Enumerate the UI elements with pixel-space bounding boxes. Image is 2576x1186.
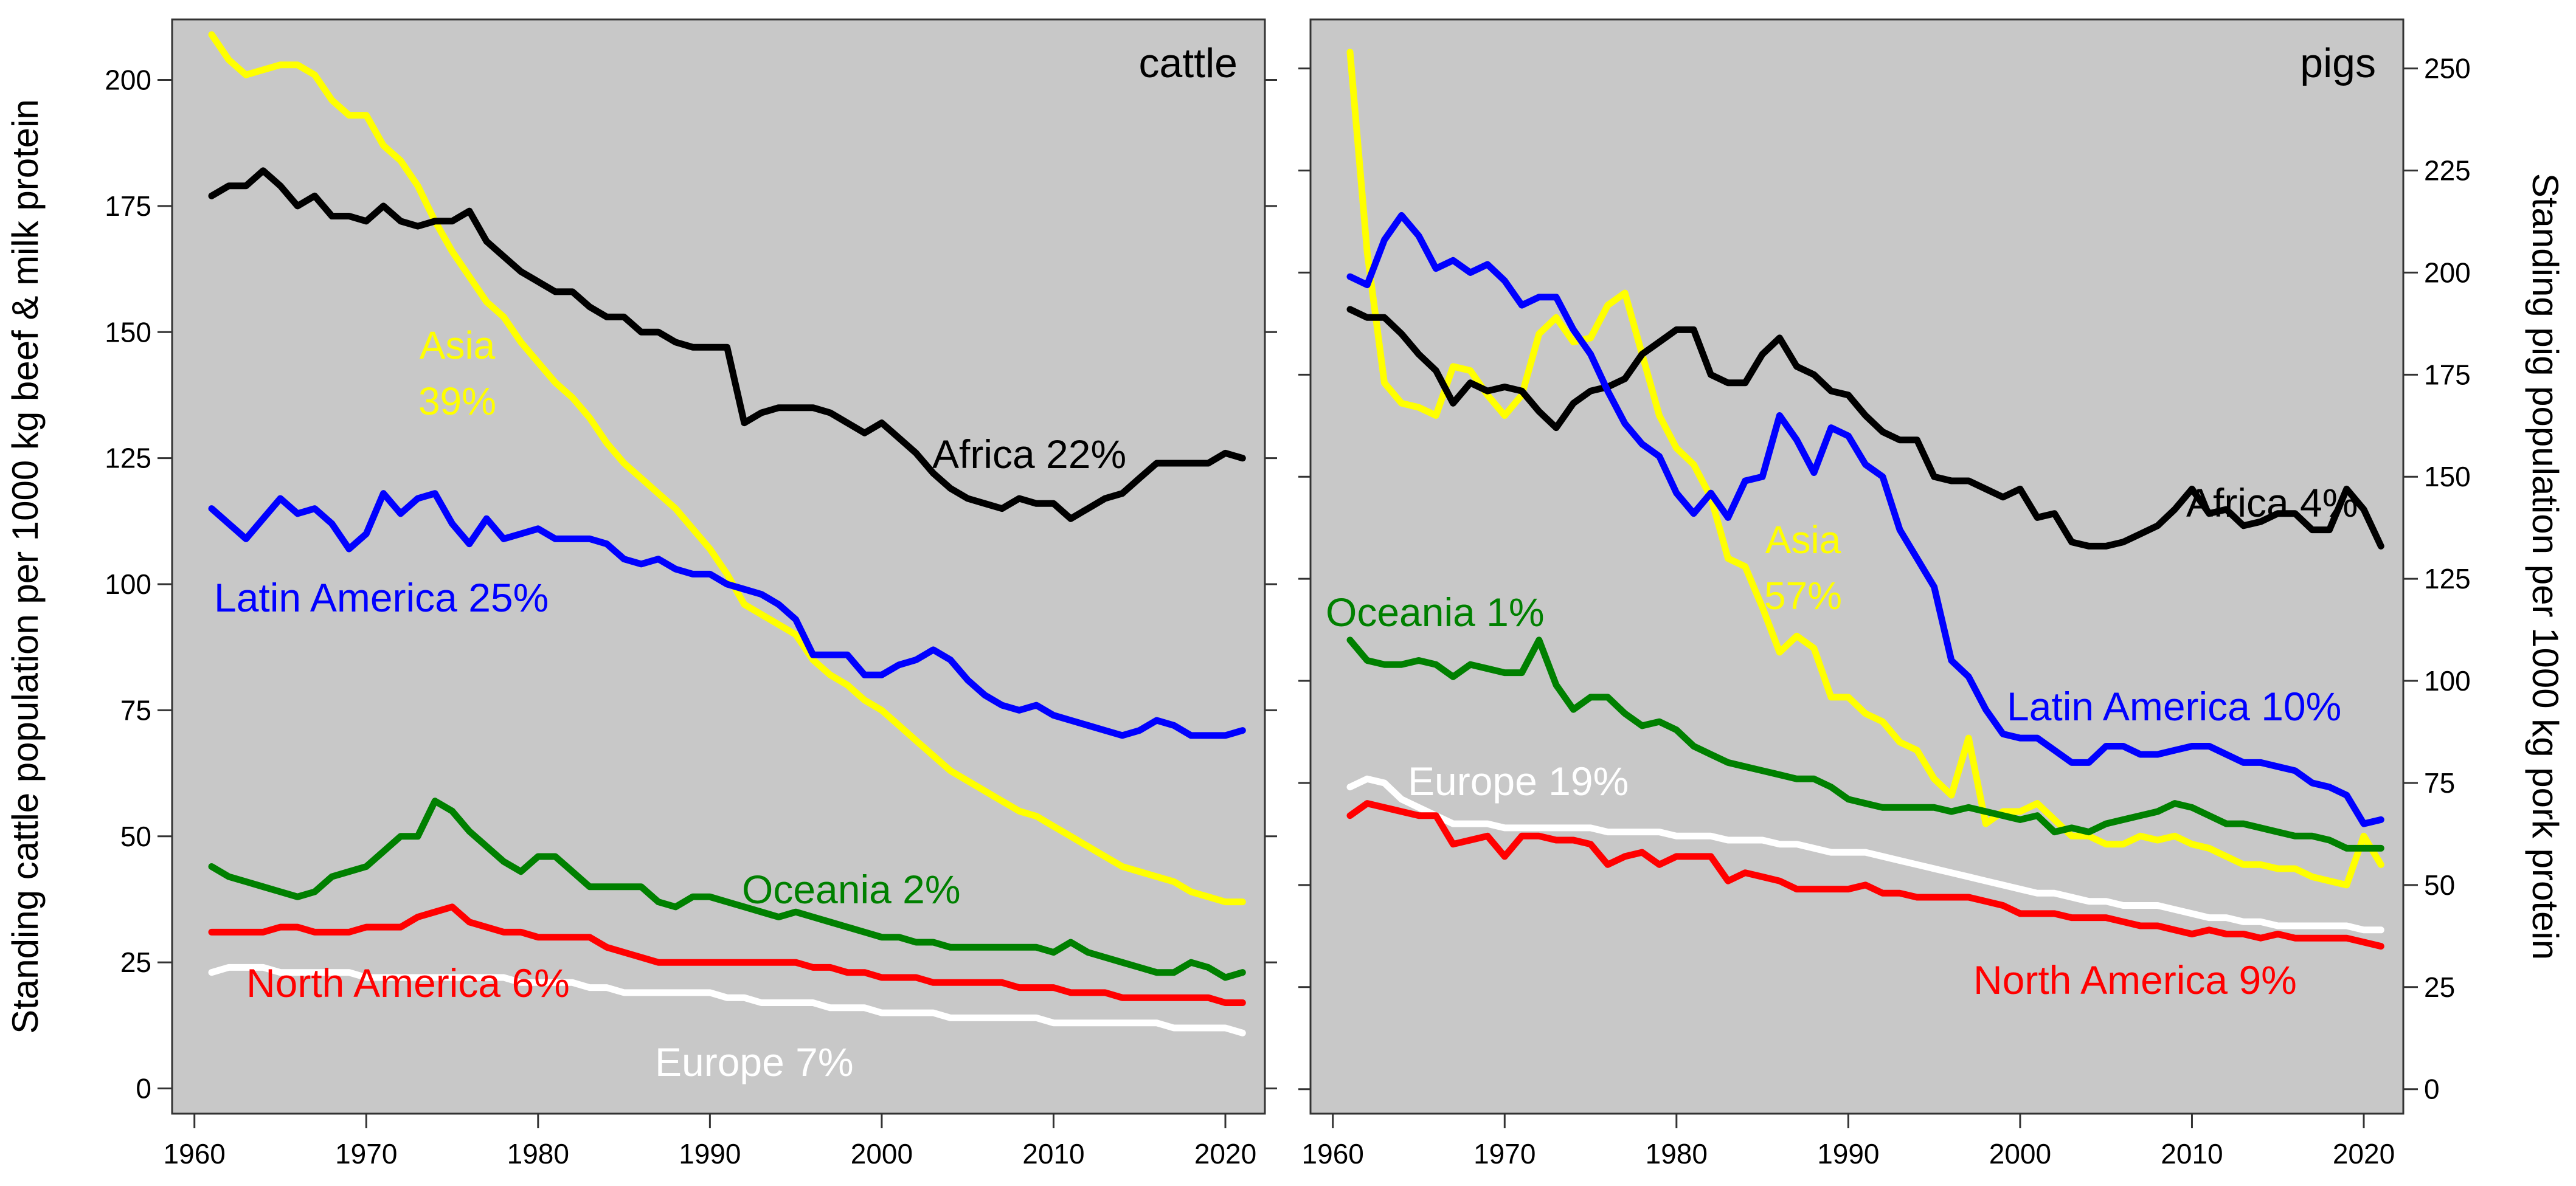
cattle-y-tick-label-25: 25 [120,946,151,978]
pigs-x-tick-label-1960: 1960 [1302,1138,1364,1170]
cattle-axis-ticks: 1960 1970 1980 1990 2000 2010 2020 0 25 50 75 100 12… [105,64,1277,1170]
pigs-y-tick-label-125: 125 [2424,563,2471,595]
pigs-y-tick-label-0: 0 [2424,1074,2440,1105]
pigs-x-tick-label-2000: 2000 [1989,1138,2051,1170]
pigs-y-tick-label-175: 175 [2424,359,2471,390]
pigs-x-tick-label-2020: 2020 [2333,1138,2395,1170]
pigs-series-lines [1346,49,2384,950]
pigs-europe-label: Europe 19% [1408,759,1629,804]
cattle-panel-label: cattle [1138,40,1238,86]
cattle-oceania-label: Oceania 2% [742,867,961,912]
cattle-x-tick-label-1970: 1970 [335,1138,397,1170]
pigs-asia-label: Asia [1765,518,1841,562]
cattle-asia-label: Asia [420,323,496,367]
cattle-y-tick-label-200: 200 [105,64,151,96]
pigs-y-tick-label-75: 75 [2424,767,2455,799]
cattle-series-labels: Asia 39% Africa 22% Latin America 25% Oceani… [214,323,1126,1084]
cattle-x-tick-label-1960: 1960 [164,1138,226,1170]
cattle-y-tick-label-50: 50 [120,821,151,852]
cattle-y-tick-label-100: 100 [105,568,151,600]
cattle-oceania-line [208,798,1246,981]
cattle-latin-america-label: Latin America 25% [214,575,549,620]
pigs-y-tick-label-250: 250 [2424,53,2471,84]
pigs-axis-ticks: 1960 1970 1980 1990 2000 2010 2020 0 25 50 75 100 12… [1298,53,2471,1170]
cattle-series-lines [208,31,1246,1036]
pigs-africa-label: Africa 4% [2186,480,2358,525]
cattle-panel: 1960 1970 1980 1990 2000 2010 2020 0 25 50 75 100 12… [5,18,1277,1170]
pigs-north-america-label: North America 9% [1973,957,2297,1002]
cattle-africa-label: Africa 22% [932,432,1126,477]
cattle-x-tick-label-1980: 1980 [507,1138,569,1170]
cattle-x-tick-label-2000: 2000 [851,1138,913,1170]
pigs-plot-area [1309,18,2405,1115]
cattle-y-tick-label-0: 0 [136,1073,151,1105]
pigs-x-tick-label-1980: 1980 [1646,1138,1708,1170]
pigs-latin-america-line [1346,212,2384,827]
pigs-asia-label-share: 57% [1764,574,1842,618]
cattle-asia-line [208,31,1246,906]
cattle-x-tick-label-2010: 2010 [1022,1138,1084,1170]
cattle-y-tick-label-125: 125 [105,443,151,474]
cattle-asia-label-share: 39% [418,379,496,423]
pigs-y-tick-label-200: 200 [2424,257,2471,288]
pigs-x-tick-label-2010: 2010 [2161,1138,2223,1170]
pigs-africa-line [1346,306,2384,550]
pigs-oceania-label: Oceania 1% [1326,590,1545,635]
pigs-x-tick-label-1970: 1970 [1473,1138,1536,1170]
pigs-north-america-line [1346,800,2384,950]
pigs-x-tick-label-1990: 1990 [1817,1138,1879,1170]
pigs-panel: 1960 1970 1980 1990 2000 2010 2020 0 25 50 75 100 12… [1298,18,2566,1170]
pigs-y-axis-title: Standing pig population per 1000 kg pork… [2525,173,2566,960]
pigs-y-tick-label-25: 25 [2424,971,2455,1003]
cattle-africa-line [208,167,1246,522]
cattle-europe-label: Europe 7% [655,1039,854,1084]
cattle-north-america-line [208,903,1246,1006]
pigs-series-labels: Asia 57% Africa 4% Latin America 10% Oceania… [1326,480,2358,1002]
pigs-y-tick-label-225: 225 [2424,155,2471,187]
cattle-y-tick-label-75: 75 [120,694,151,726]
cattle-latin-america-line [208,490,1246,739]
cattle-y-tick-label-150: 150 [105,316,151,348]
pigs-latin-america-label: Latin America 10% [2007,684,2341,729]
pigs-y-tick-label-100: 100 [2424,665,2471,697]
pigs-oceania-line [1346,636,2384,852]
cattle-europe-line [208,964,1246,1036]
cattle-x-tick-label-2020: 2020 [1194,1138,1256,1170]
pigs-y-tick-label-50: 50 [2424,869,2455,901]
cattle-x-tick-label-1990: 1990 [679,1138,741,1170]
pigs-panel-label: pigs [2300,40,2376,86]
pigs-europe-line [1346,775,2384,934]
pigs-y-tick-label-150: 150 [2424,461,2471,492]
cattle-y-tick-label-175: 175 [105,190,151,222]
cattle-y-axis-title: Standing cattle population per 1000 kg b… [5,99,46,1034]
cattle-north-america-label: North America 6% [246,960,570,1005]
